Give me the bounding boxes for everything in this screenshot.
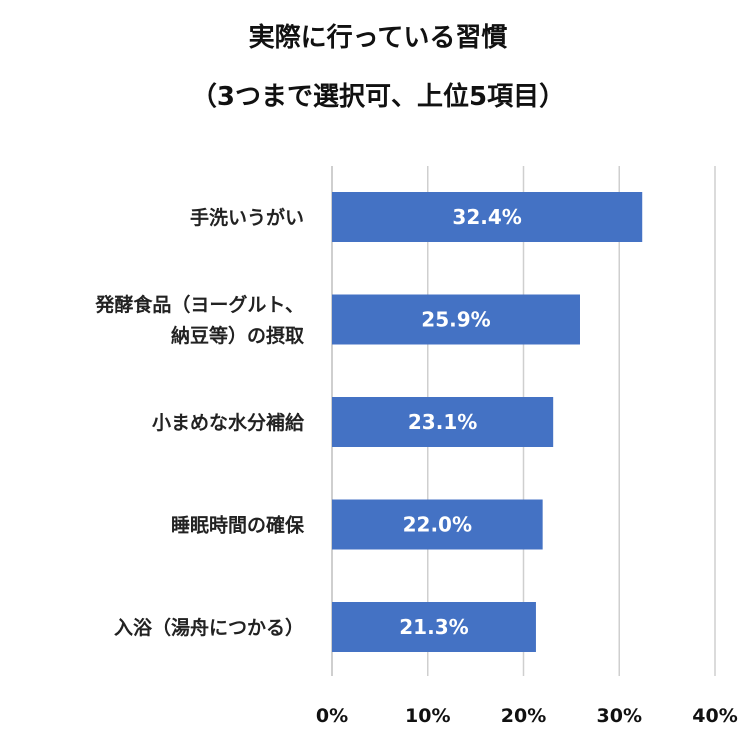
data-label-4: 22.0% (403, 513, 472, 537)
bar-2 (332, 294, 580, 345)
bar-4 (332, 499, 543, 550)
x-tick-label-20: 20% (501, 705, 546, 727)
bar-1 (332, 192, 643, 242)
bars: 32.4% 25.9% 23.1% 22.0% 21.3% (332, 192, 643, 652)
x-tick-label-40: 40% (692, 705, 737, 727)
bar-5 (332, 602, 536, 652)
category-label-4: 睡眠時間の確保 (171, 514, 305, 537)
data-label-5: 21.3% (399, 615, 468, 639)
category-label-1: 手洗いうがい (190, 206, 304, 229)
x-tick-label-30: 30% (597, 705, 642, 727)
data-label-3: 23.1% (408, 410, 477, 434)
data-label-1: 32.4% (452, 205, 521, 229)
category-label-3: 小まめな水分補給 (152, 411, 305, 434)
chart-title-line-1: 実際に行っている習慣 (249, 22, 508, 53)
bar-3 (332, 397, 554, 447)
category-label-2-line-1: 発酵食品（ヨーグルト、 (94, 293, 304, 316)
x-tick-label-0: 0% (316, 705, 348, 727)
data-label-2: 25.9% (421, 308, 490, 332)
category-label-2-line-2: 納豆等）の摂取 (171, 324, 304, 347)
chart-title-line-2: （3つまで選択可、上位5項目） (191, 81, 565, 112)
x-tick-labels: 0% 10% 20% 30% 40% (316, 705, 738, 727)
category-label-5: 入浴（湯舟につかる） (114, 616, 304, 639)
x-tick-label-10: 10% (405, 705, 450, 727)
chart-title: 実際に行っている習慣 （3つまで選択可、上位5項目） (191, 22, 565, 112)
category-labels: 手洗いうがい発酵食品（ヨーグルト、納豆等）の摂取小まめな水分補給睡眠時間の確保入… (94, 206, 305, 639)
